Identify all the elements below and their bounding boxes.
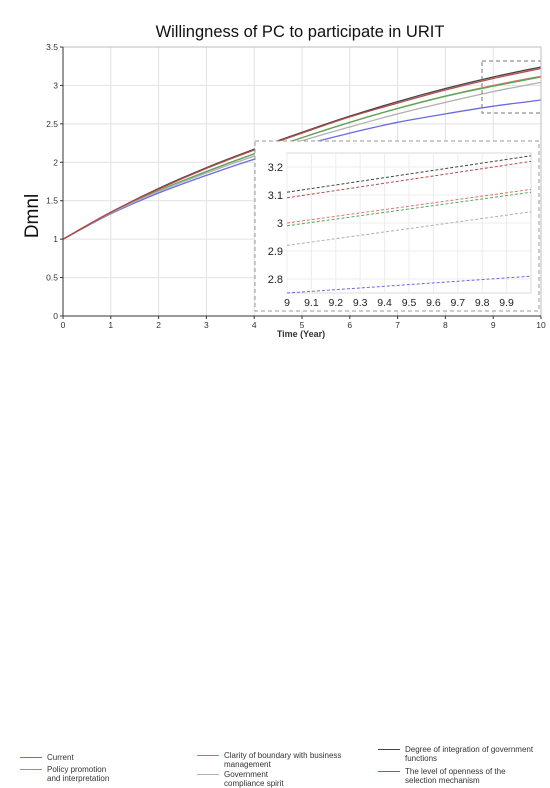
- y-tick-label: 0: [53, 311, 58, 321]
- legend-item-government-compliance: Government compliance spirit: [197, 770, 284, 788]
- inset-x-tick-label: 9.5: [402, 297, 417, 309]
- inset-x-tick-label: 9.9: [499, 297, 514, 309]
- inset-series-line: [286, 211, 532, 246]
- inset-y-tick-label: 2.8: [268, 274, 283, 286]
- inset-y-tick-label: 2.9: [268, 246, 283, 258]
- inset-x-tick-label: 9.6: [426, 297, 441, 309]
- inset-chart: 2.8 2.9 3 3.1 3.2 9 9.1 9.2 9.3 9.4 9.5 9.6 9.7 9.8 9.…: [254, 140, 540, 312]
- inset-x-tick-label: 9.8: [475, 297, 490, 309]
- x-tick-label: 9: [491, 320, 496, 330]
- legend-label: Government compliance spirit: [224, 770, 284, 788]
- y-tick-label: 1.5: [46, 196, 58, 206]
- y-tick-label: 3.5: [46, 42, 58, 52]
- x-tick-label: 1: [108, 320, 113, 330]
- inset-series-line: [286, 155, 532, 193]
- x-tick-label: 4: [252, 320, 257, 330]
- inset-series-line: [286, 188, 532, 224]
- y-tick-label: 1: [53, 234, 58, 244]
- legend-item-policy: Policy promotion and interpretation: [20, 765, 109, 783]
- inset-y-tick-label: 3.2: [268, 162, 283, 174]
- chart-title: Willingness of PC to participate in URIT: [156, 23, 445, 41]
- y-tick-label: 2.5: [46, 119, 58, 129]
- inset-series-line: [286, 191, 532, 227]
- inset-series-line: [286, 275, 532, 294]
- y-tick-label: 0.5: [46, 273, 58, 283]
- series-line: [62, 67, 542, 240]
- x-tick-label: 10: [536, 320, 546, 330]
- legend-swatch: [378, 749, 400, 751]
- x-axis-label: Time (Year): [277, 329, 325, 339]
- x-tick-label: 0: [61, 320, 66, 330]
- legend-item-integration: Degree of integration of government func…: [378, 745, 547, 763]
- legend-item-current: Current: [20, 753, 74, 762]
- inset-x-tick-label: 9.4: [377, 297, 392, 309]
- legend-label: Degree of integration of government func…: [405, 745, 534, 763]
- chart: Willingness of PC to participate in URIT…: [20, 23, 546, 788]
- inset-x-tick-label: 9.7: [450, 297, 465, 309]
- legend-swatch: [20, 757, 42, 759]
- x-tick-label: 7: [395, 320, 400, 330]
- x-tick-label: 6: [347, 320, 352, 330]
- inset-x-tick-label: 9.2: [328, 297, 343, 309]
- y-axis-label: Dmnl: [22, 194, 43, 238]
- legend-label: Policy promotion and interpretation: [47, 765, 110, 783]
- main-series: [62, 66, 542, 240]
- inset-y-tick-label: 3: [277, 218, 283, 230]
- inset-y-tick-label: 3.1: [268, 190, 283, 202]
- main-axes: 0 1 2 3 4 5 6 7 8 9 10 0 0.5 1 1.5 2 2.5 3 3.5: [46, 42, 546, 330]
- chart-svg: Willingness of PC to participate in URIT…: [22, 23, 546, 339]
- legend-label: Clarity of boundary with business manage…: [224, 751, 342, 769]
- x-tick-label: 2: [156, 320, 161, 330]
- legend-swatch: [197, 755, 219, 757]
- y-tick-label: 2: [53, 157, 58, 167]
- inset-x-tick-label: 9.3: [353, 297, 368, 309]
- series-line: [62, 81, 542, 240]
- legend-label: The level of openness of the selection m…: [405, 767, 506, 785]
- inset-x-tick-label: 9: [284, 297, 290, 309]
- legend-item-clarity: Clarity of boundary with business manage…: [197, 751, 354, 769]
- x-tick-label: 3: [204, 320, 209, 330]
- legend-swatch: [20, 769, 42, 771]
- legend-swatch: [378, 771, 400, 773]
- x-tick-label: 8: [443, 320, 448, 330]
- legend-label: Current: [47, 753, 74, 762]
- x-tick-label: 5: [300, 320, 305, 330]
- legend-swatch: [197, 774, 219, 776]
- inset-x-tick-label: 9.1: [304, 297, 319, 309]
- legend-item-openness: The level of openness of the selection m…: [378, 767, 535, 785]
- inset-series-line: [286, 160, 532, 199]
- y-tick-label: 3: [53, 80, 58, 90]
